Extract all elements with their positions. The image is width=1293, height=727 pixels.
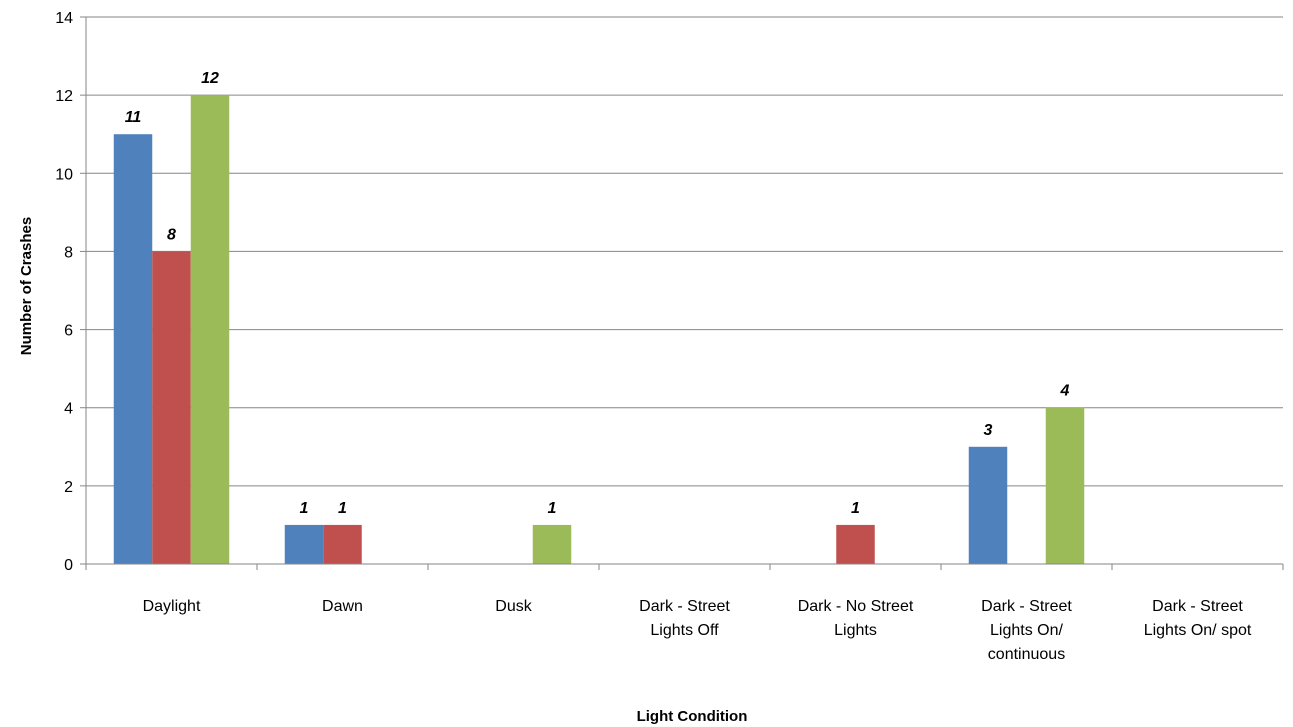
y-tick-label: 12 [55,88,73,105]
x-tick-label: Dark - No Street Lights [798,598,914,639]
y-tick-label: 14 [55,10,73,27]
data-label: 1 [548,500,557,517]
x-tick-label: Daylight [143,598,201,615]
x-axis-title: Light Condition [637,708,748,725]
bar [323,524,362,564]
y-tick-label: 8 [64,244,73,261]
x-tick-label: Dusk [495,598,532,615]
bars [113,95,1085,565]
data-label: 11 [125,109,142,126]
x-tick-label: Dark - Street Lights Off [639,598,730,639]
bar [836,524,875,564]
y-tick-label: 10 [55,166,73,183]
data-label: 1 [300,500,309,517]
data-label: 1 [338,500,347,517]
x-tick-label: Dawn [322,598,363,615]
bar [152,251,191,564]
data-label: 3 [984,422,993,439]
bar [1045,407,1085,564]
data-label: 4 [1060,383,1070,400]
x-tick-label: Dark - Street Lights On/ spot [1144,598,1252,639]
data-label: 1 [851,500,860,517]
y-tick-label: 2 [64,479,73,496]
y-tick-label: 6 [64,323,73,340]
x-tick-label: Dark - Street Lights On/continuous [981,598,1072,663]
bar [968,446,1008,564]
data-label: 8 [167,226,176,243]
bar [284,524,324,564]
y-axis-title: Number of Crashes [18,217,35,355]
bar [190,95,230,565]
bar [113,134,153,564]
bar [532,524,572,564]
data-label: 12 [201,70,219,87]
gridlines [86,16,1283,487]
y-tick-label: 4 [64,401,73,418]
y-tick-label: 0 [64,557,73,574]
